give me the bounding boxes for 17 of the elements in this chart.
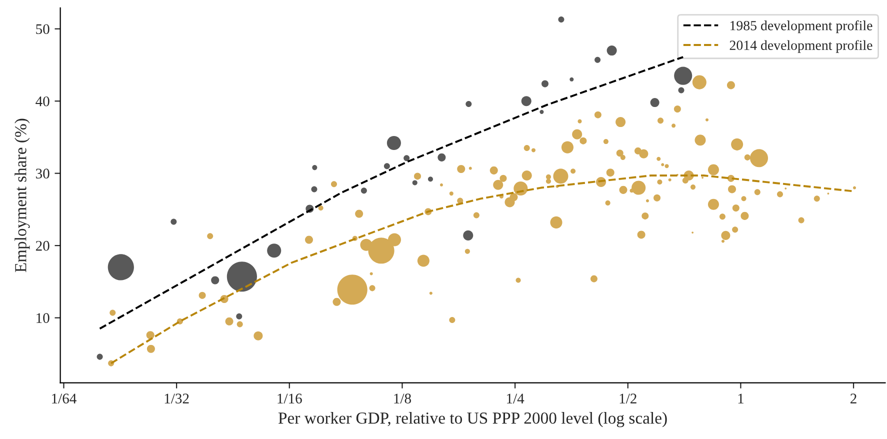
y-tick-label: 20	[36, 240, 50, 251]
x-tick-label: 1/2	[620, 394, 636, 404]
x-tick-label: 2	[850, 394, 856, 404]
legend-label: 2014 development profile	[730, 40, 872, 53]
x-axis-title: Per worker GDP, relative to US PPP 2000 level (log scale)	[278, 412, 667, 428]
y-tick-label: 40	[36, 96, 50, 106]
y-tick-label: 30	[36, 168, 50, 179]
x-tick-label: 1/64	[52, 394, 76, 404]
y-tick-label: 50	[36, 24, 50, 34]
y-axis-title: Employment share (%)	[14, 118, 30, 272]
x-tick-label: 1	[738, 394, 744, 404]
x-tick-label: 1/16	[278, 394, 302, 404]
y-tick-label: 10	[36, 313, 50, 323]
x-tick-label: 1/4	[507, 394, 524, 404]
x-tick-label: 1/32	[164, 394, 189, 404]
legend-label: 1985 development profile	[730, 20, 872, 34]
x-tick-label: 1/8	[394, 394, 411, 404]
